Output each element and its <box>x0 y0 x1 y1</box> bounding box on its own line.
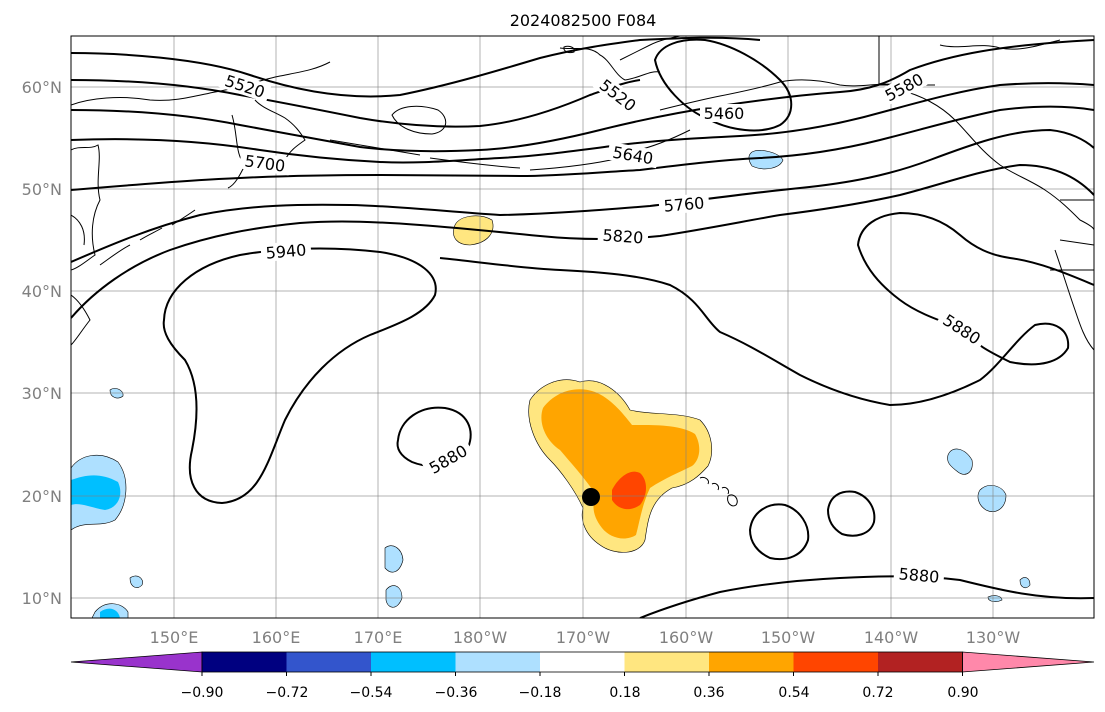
colorbar-segment <box>709 652 794 672</box>
colorbar-segment <box>371 652 456 672</box>
lat-tick: 10°N <box>22 589 62 608</box>
anomaly-shading <box>71 150 1031 618</box>
lat-tick: 20°N <box>22 487 62 506</box>
lat-tick: 30°N <box>22 384 62 403</box>
negative-anomaly-small-3 <box>947 448 973 475</box>
negative-anomaly-small-4 <box>977 485 1007 512</box>
colorbar-tick: 0.54 <box>778 685 809 701</box>
lon-tick: 150°W <box>761 628 816 647</box>
negative-anomaly-west-strong <box>71 475 121 510</box>
colorbar-segment <box>455 652 541 672</box>
lat-tick: 50°N <box>22 180 62 199</box>
lon-tick: 130°W <box>966 628 1021 647</box>
storm-center-marker <box>582 488 600 506</box>
negative-anomaly-small-8 <box>100 608 120 618</box>
colorbar-frame <box>201 651 963 673</box>
colorbar <box>70 651 1095 676</box>
lat-tick: 40°N <box>22 282 62 301</box>
colorbar-tick: −0.18 <box>519 685 562 701</box>
contour-label: 5880 <box>898 564 940 586</box>
lon-tick: 180°W <box>453 628 508 647</box>
negative-anomaly-small-1 <box>384 545 404 573</box>
map-title: 2024082500 F084 <box>510 11 657 30</box>
colorbar-extend-low <box>70 651 203 673</box>
colorbar-segment <box>540 652 625 672</box>
lon-tick: 150°E <box>150 628 199 647</box>
positive-anomaly-strong <box>612 471 646 510</box>
colorbar-segment <box>878 652 963 672</box>
colorbar-segment <box>202 652 287 672</box>
colorbar-tick: −0.54 <box>350 685 393 701</box>
contour-label: 5820 <box>602 226 644 248</box>
contour-label: 5760 <box>663 193 705 215</box>
colorbar-segment <box>286 652 372 672</box>
height-contours <box>71 36 1094 618</box>
positive-anomaly-medium <box>541 389 700 539</box>
negative-anomaly-small-9 <box>1019 577 1031 589</box>
colorbar-segment <box>793 652 879 672</box>
lat-tick: 60°N <box>22 78 62 97</box>
colorbar-extend-high <box>962 651 1095 673</box>
colorbar-segment <box>624 652 710 672</box>
negative-anomaly-small-6 <box>129 575 143 588</box>
colorbar-tick-labels: −0.90 −0.72 −0.54 −0.36 −0.18 0.18 0.36 … <box>181 685 979 701</box>
map-frame <box>70 35 1095 619</box>
colorbar-tick: −0.90 <box>181 685 224 701</box>
longitude-tick-labels: 150°E 160°E 170°E 180°W 170°W 160°W 150°… <box>150 628 1021 647</box>
latitude-tick-labels: 60°N 50°N 40°N 30°N 20°N 10°N <box>22 78 62 608</box>
lon-tick: 160°W <box>659 628 714 647</box>
colorbar-tick: −0.36 <box>435 685 478 701</box>
colorbar-tick: 0.36 <box>693 685 724 701</box>
lon-tick: 160°E <box>252 628 301 647</box>
lon-tick: 170°E <box>354 628 403 647</box>
contour-label: 5940 <box>265 240 307 262</box>
colorbar-tick: −0.72 <box>266 685 309 701</box>
contour-label: 5460 <box>704 104 745 123</box>
colorbar-tick: 0.90 <box>947 685 978 701</box>
colorbar-tick: 0.72 <box>862 685 893 701</box>
lon-tick: 170°W <box>556 628 611 647</box>
negative-anomaly-small-10 <box>987 595 1003 602</box>
lon-tick: 140°W <box>864 628 919 647</box>
colorbar-tick: 0.18 <box>609 685 640 701</box>
